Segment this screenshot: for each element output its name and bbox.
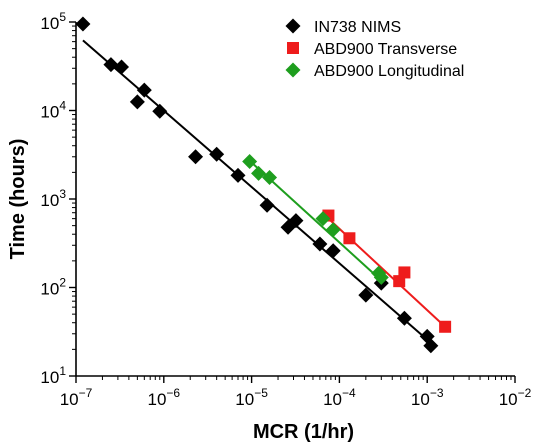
data-point-0: [288, 213, 304, 229]
data-point-2: [373, 269, 389, 285]
axis-ticks: 10−7 10−6 10−5 10−4 10−3 10−2 101 102 103 104 105: [40, 10, 531, 409]
data-point-0: [136, 82, 152, 98]
data-point-0: [103, 57, 119, 73]
data-point-0: [396, 310, 412, 326]
data-point-0: [312, 236, 328, 252]
y-tick-label: 104: [40, 99, 66, 122]
data-point-2: [262, 169, 278, 185]
data-point-1: [343, 232, 356, 245]
legend-label: ABD900 Longitudinal: [314, 63, 464, 80]
y-tick-label: 102: [40, 276, 66, 299]
legend-label: IN738 NIMS: [314, 19, 401, 36]
data-points: [75, 16, 452, 354]
data-point-1: [398, 266, 411, 279]
data-point-0: [358, 287, 374, 303]
data-point-0: [325, 243, 341, 259]
data-point-0: [209, 146, 225, 162]
data-point-2: [325, 222, 341, 238]
x-tick-label: 10−5: [235, 386, 268, 409]
x-tick-label: 10−7: [60, 386, 93, 409]
x-tick-label: 10−2: [499, 386, 532, 409]
data-point-0: [423, 338, 439, 354]
legend-marker: [285, 18, 301, 34]
y-tick-label: 103: [40, 187, 66, 210]
x-tick-label: 10−6: [147, 386, 180, 409]
data-point-1: [439, 320, 452, 333]
data-point-0: [129, 94, 145, 110]
data-point-0: [114, 59, 130, 75]
legend-marker: [287, 42, 299, 54]
data-point-0: [259, 197, 275, 213]
data-point-0: [230, 167, 246, 183]
legend-marker: [285, 62, 301, 78]
x-axis-title: MCR (1/hr): [253, 421, 354, 443]
data-point-2: [242, 154, 258, 170]
y-tick-label: 101: [40, 364, 66, 387]
fit-lines: [82, 39, 446, 347]
y-axis-title: Time (hours): [7, 139, 29, 260]
x-tick-label: 10−3: [411, 386, 444, 409]
data-point-0: [152, 103, 168, 119]
data-point-0: [75, 16, 91, 32]
fit-line-0: [82, 39, 435, 347]
data-point-0: [188, 149, 204, 165]
x-tick-label: 10−4: [323, 386, 356, 409]
data-point-2: [315, 211, 331, 227]
y-tick-label: 105: [40, 10, 66, 33]
legend-label: ABD900 Transverse: [314, 41, 457, 58]
data-point-2: [251, 165, 267, 181]
legend: IN738 NIMS ABD900 Transverse ABD900 Longit…: [285, 18, 464, 80]
